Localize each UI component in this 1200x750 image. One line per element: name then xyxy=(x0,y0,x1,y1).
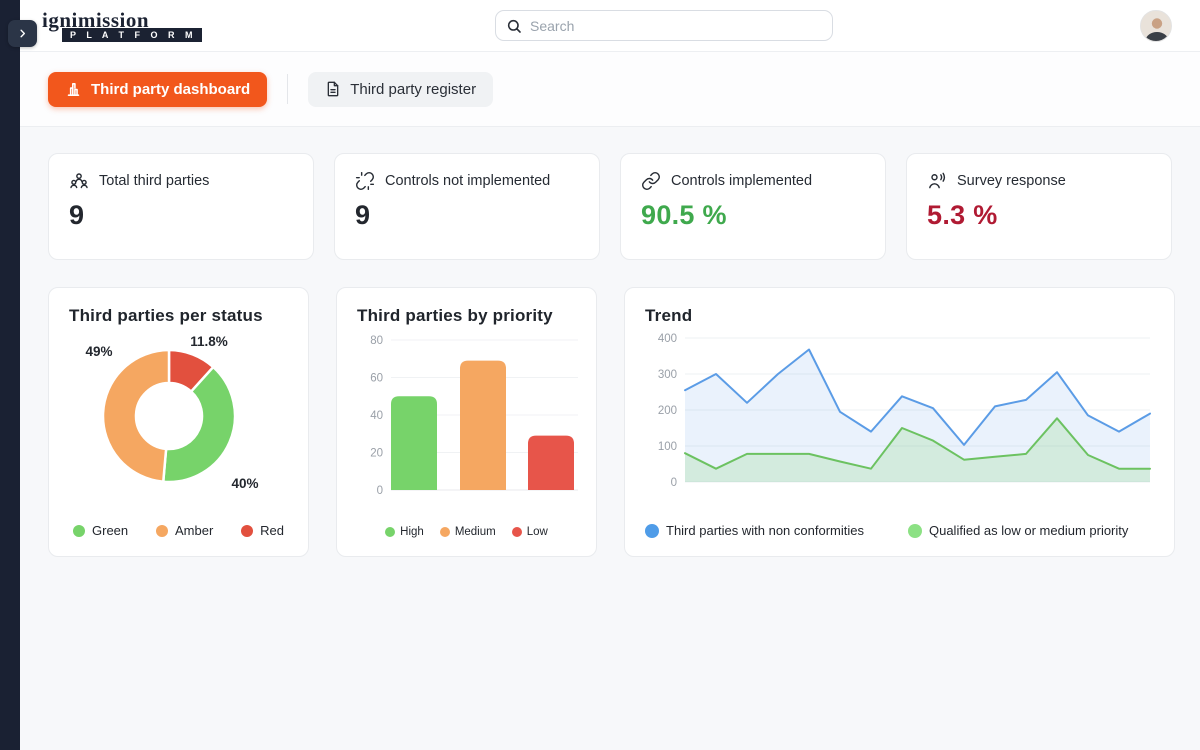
users-icon xyxy=(69,171,89,191)
legend-label: High xyxy=(400,526,424,538)
user-avatar[interactable] xyxy=(1140,10,1172,42)
legend-label: Third parties with non conformities xyxy=(666,523,864,538)
stat-card-survey-response: Survey response 5.3 % xyxy=(906,153,1172,260)
priority-bar-card: Third parties by priority 80 60 40 20 0 High… xyxy=(336,287,597,557)
legend-item-non-conformities[interactable]: Third parties with non conformities xyxy=(645,523,864,538)
legend-dot xyxy=(645,523,659,538)
tab-third-party-dashboard[interactable]: Third party dashboard xyxy=(48,71,268,107)
legend-item-low[interactable]: Low xyxy=(511,526,548,538)
stat-value: 90.5 % xyxy=(641,200,727,230)
tab-label: Third party register xyxy=(350,80,477,98)
stat-card-controls-not-implemented: Controls not implemented 9 xyxy=(334,153,600,260)
legend-dot xyxy=(73,524,85,537)
legend-label: Low xyxy=(526,526,548,538)
collapsed-sidebar xyxy=(0,0,20,750)
status-donut-card: Third parties per status 11.8% 40% 49% Gre… xyxy=(48,287,309,557)
legend-dot xyxy=(511,527,522,537)
legend-label: Amber xyxy=(174,523,214,538)
chart-title: Third parties per status xyxy=(69,306,263,325)
donut-chart: 11.8% 40% 49% xyxy=(85,334,258,491)
trend-legend: Third parties with non conformities Qual… xyxy=(645,523,1154,538)
donut-legend: Green Amber Red xyxy=(69,523,288,538)
unlink-icon xyxy=(355,171,375,191)
legend-item-medium[interactable]: Medium xyxy=(439,526,496,538)
search-icon xyxy=(506,18,522,34)
legend-item-high[interactable]: High xyxy=(385,526,424,538)
sidebar-expand-button[interactable] xyxy=(8,20,37,47)
legend-label: Green xyxy=(92,523,129,538)
chart-title: Trend xyxy=(645,306,693,325)
legend-item-red[interactable]: Red xyxy=(241,523,284,538)
stat-label: Controls not implemented xyxy=(385,173,551,189)
svg-text:0: 0 xyxy=(377,485,383,497)
bar-chart-icon xyxy=(65,81,82,98)
svg-text:200: 200 xyxy=(658,405,677,417)
svg-text:300: 300 xyxy=(658,369,677,381)
legend-dot xyxy=(241,524,254,537)
chevron-right-icon xyxy=(17,28,28,39)
legend-item-green[interactable]: Green xyxy=(73,523,128,538)
svg-text:40: 40 xyxy=(370,410,383,422)
logo-subtitle: P L A T F O R M xyxy=(62,27,202,42)
charts-row: Third parties per status 11.8% 40% 49% Gre… xyxy=(48,287,1175,557)
link-icon xyxy=(641,171,661,191)
svg-text:60: 60 xyxy=(370,373,383,385)
tab-divider xyxy=(287,74,289,104)
stat-label: Total third parties xyxy=(99,173,210,189)
stat-card-total-third-parties: Total third parties 9 xyxy=(48,153,314,260)
view-tabs: Third party dashboard Third party regist… xyxy=(20,52,1200,127)
stat-label: Controls implemented xyxy=(671,173,813,189)
trend-area-chart: 400 300 200 100 0 xyxy=(658,333,1151,489)
tab-third-party-register[interactable]: Third party register xyxy=(308,71,494,107)
stat-card-controls-implemented: Controls implemented 90.5 % xyxy=(620,153,886,260)
svg-text:100: 100 xyxy=(658,441,677,453)
legend-dot xyxy=(439,527,450,537)
legend-item-low-medium-priority[interactable]: Qualified as low or medium priority xyxy=(907,523,1129,538)
search-input[interactable] xyxy=(530,17,822,34)
stat-value: 5.3 % xyxy=(927,200,998,230)
svg-text:11.8%: 11.8% xyxy=(190,334,228,349)
stat-value: 9 xyxy=(355,200,371,230)
tab-label: Third party dashboard xyxy=(91,80,251,98)
legend-item-amber[interactable]: Amber xyxy=(155,523,214,538)
legend-label: Qualified as low or medium priority xyxy=(928,523,1129,538)
search-box[interactable] xyxy=(495,10,833,41)
svg-text:40%: 40% xyxy=(231,476,258,491)
svg-text:80: 80 xyxy=(370,335,383,347)
svg-text:20: 20 xyxy=(370,448,383,460)
legend-label: Medium xyxy=(454,526,496,538)
stats-row: Total third parties 9 Controls not imple… xyxy=(48,153,1172,260)
top-header: ignimission P L A T F O R M xyxy=(20,0,1200,52)
logo-title: ignimission xyxy=(42,7,150,32)
dashboard-content: Total third parties 9 Controls not imple… xyxy=(20,127,1200,583)
svg-text:0: 0 xyxy=(671,477,677,489)
legend-label: Red xyxy=(260,523,284,538)
svg-text:49%: 49% xyxy=(85,344,112,359)
chart-title: Third parties by priority xyxy=(357,306,553,325)
file-icon xyxy=(325,81,341,97)
trend-card: Trend 400 300 200 100 0 Third parties with n… xyxy=(624,287,1175,557)
bar-legend: High Medium Low xyxy=(357,526,576,538)
stat-label: Survey response xyxy=(957,173,1066,189)
svg-text:400: 400 xyxy=(658,333,677,345)
legend-dot xyxy=(155,524,168,537)
app-logo: ignimission P L A T F O R M xyxy=(42,7,202,42)
stat-value: 9 xyxy=(69,200,85,230)
legend-dot xyxy=(385,527,396,537)
voice-icon xyxy=(927,171,947,191)
priority-bar-chart: 80 60 40 20 0 xyxy=(370,335,578,497)
legend-dot xyxy=(907,523,922,538)
